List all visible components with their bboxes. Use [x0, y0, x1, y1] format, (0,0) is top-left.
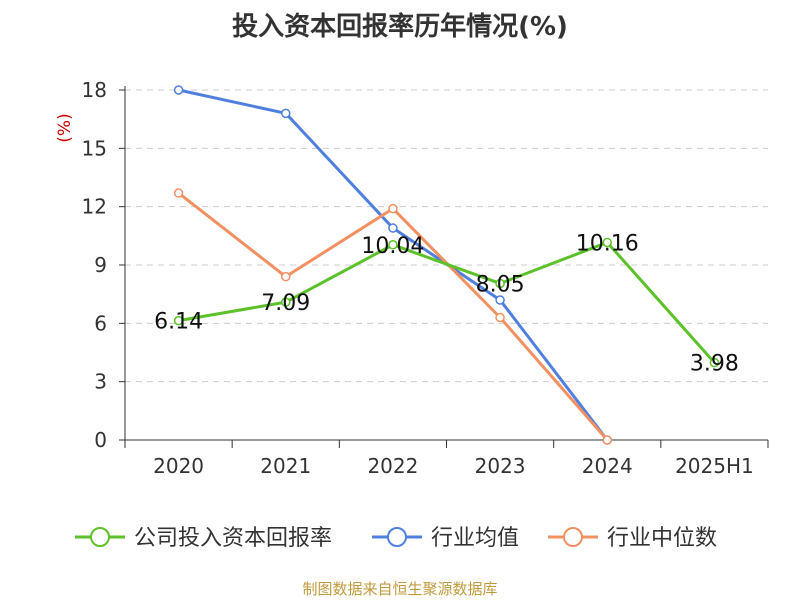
y-tick-label: 6 [94, 311, 107, 335]
y-tick-label: 0 [94, 428, 107, 452]
legend-marker [90, 527, 110, 547]
series-line [178, 240, 716, 364]
x-tick-label: 2022 [367, 454, 418, 478]
legend-label: 行业中位数 [607, 526, 717, 551]
data-point [388, 203, 398, 214]
legend-label: 公司投入资本回报率 [134, 526, 332, 551]
data-point [388, 240, 398, 250]
data-label: 10.16 [576, 231, 639, 256]
y-tick-label: 9 [94, 253, 107, 277]
data-point [709, 357, 720, 368]
source-note: 制图数据来自恒生聚源数据库 [302, 580, 498, 598]
y-tick-label: 12 [82, 195, 107, 219]
data-point [495, 312, 505, 323]
data-point [281, 297, 291, 307]
data-label: 8.05 [476, 272, 525, 297]
data-point [173, 188, 184, 198]
legend-label: 行业均值 [431, 526, 519, 551]
data-label: 6.14 [154, 310, 203, 335]
chart-title: 投入资本回报率历年情况(%) [232, 12, 568, 42]
y-tick-label: 18 [82, 78, 107, 102]
y-tick-label: 3 [94, 370, 107, 394]
data-point [388, 223, 398, 233]
data-label: 7.09 [261, 291, 310, 316]
data-point [495, 295, 505, 305]
data-point [602, 237, 612, 248]
x-tick-label: 2025H1 [675, 454, 754, 478]
data-point [281, 271, 291, 282]
data-point [602, 435, 612, 445]
legend-marker [563, 527, 583, 547]
data-label: 10.04 [361, 234, 424, 259]
y-tick-label: 15 [82, 136, 107, 160]
data-label: 3.98 [690, 352, 739, 377]
data-point [281, 108, 291, 119]
x-tick-label: 2020 [153, 454, 204, 478]
y-axis-unit: (%) [55, 113, 75, 142]
x-tick-label: 2021 [260, 454, 311, 478]
data-point [495, 278, 505, 289]
data-point [173, 315, 184, 326]
legend-marker [387, 527, 407, 547]
x-tick-label: 2024 [582, 454, 633, 478]
x-tick-label: 2023 [475, 454, 526, 478]
data-point [173, 85, 184, 95]
